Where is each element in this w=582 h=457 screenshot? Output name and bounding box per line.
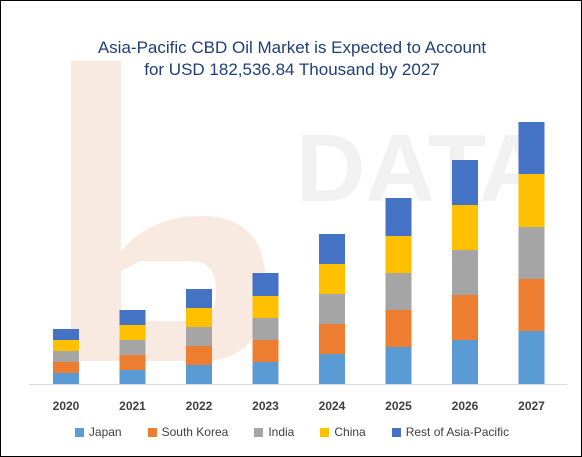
bar-segment-2027-rest-of-asia-pacific [518, 122, 545, 174]
x-tick-label-2024: 2024 [319, 399, 346, 413]
bar-segment-2024-china [319, 264, 345, 294]
bar-segment-2025-rest-of-asia-pacific [385, 198, 412, 236]
chart-title: Asia-Pacific CBD Oil Market is Expected … [1, 37, 581, 81]
legend-label-south-korea: South Korea [161, 425, 229, 439]
x-tick-label-2025: 2025 [385, 399, 412, 413]
legend-label-india: India [268, 425, 295, 439]
bar-segment-2023-china [252, 296, 279, 318]
bar-segment-2020-rest-of-asia-pacific [53, 329, 79, 340]
legend-item-south-korea: South Korea [147, 425, 229, 439]
bar-segment-2023-rest-of-asia-pacific [252, 273, 279, 296]
x-tick-labels: 2020 2021 2022 2023 2024 2025 2026 2027 [53, 399, 546, 413]
legend-swatch-china [320, 427, 330, 437]
bar-segment-2025-south-korea [385, 310, 412, 347]
x-tick-label-2023: 2023 [252, 399, 279, 413]
bar-segment-2022-china [186, 308, 212, 327]
bar-segment-2026-india [452, 250, 478, 295]
bar-segment-2022-rest-of-asia-pacific [186, 289, 212, 308]
bar-segment-2023-south-korea [252, 340, 279, 362]
legend-swatch-india [254, 427, 264, 437]
legend-label-rest-of-asia-pacific: Rest of Asia-Pacific [405, 425, 510, 439]
bar-segment-2020-china [53, 340, 79, 351]
bar-segment-2021-japan [119, 370, 146, 384]
bar-segment-2021-china [119, 325, 146, 340]
x-tick-label-2022: 2022 [186, 399, 213, 413]
bar-segment-2024-india [319, 294, 345, 324]
legend-swatch-south-korea [147, 427, 157, 437]
watermark-logo: DATA [71, 61, 548, 361]
bar-segment-2027-india [518, 227, 545, 279]
bar-segment-2026-south-korea [452, 295, 478, 340]
x-tick-label-2026: 2026 [452, 399, 479, 413]
bar-segment-2021-rest-of-asia-pacific [119, 310, 146, 325]
bar-segment-2024-rest-of-asia-pacific [319, 234, 345, 264]
bar-segment-2027-south-korea [518, 279, 545, 331]
chart-title-line-2: for USD 182,536.84 Thousand by 2027 [144, 60, 440, 79]
bar-segment-2024-south-korea [319, 324, 345, 354]
bar-segment-2020-india [53, 351, 79, 362]
bar-segment-2022-south-korea [186, 346, 212, 365]
legend-item-china: China [320, 425, 366, 439]
x-tick-label-2027: 2027 [518, 399, 545, 413]
chart-legend: Japan South Korea India China Rest of As… [1, 425, 581, 439]
legend-label-japan: Japan [88, 425, 122, 439]
bar-segment-2023-japan [252, 362, 279, 384]
bar-segment-2027-china [518, 174, 545, 227]
bar-segment-2020-japan [53, 373, 79, 384]
legend-item-india: India [254, 425, 294, 439]
bar-segment-2025-china [385, 236, 412, 273]
legend-swatch-rest-of-asia-pacific [391, 427, 401, 437]
svg-text:DATA: DATA [296, 115, 548, 222]
x-tick-label-2020: 2020 [53, 399, 80, 413]
bar-segment-2023-india [252, 318, 279, 340]
bar-stacks [53, 122, 545, 384]
bar-segment-2022-japan [186, 365, 212, 384]
x-tick-label-2021: 2021 [119, 399, 146, 413]
bar-segment-2022-india [186, 327, 212, 346]
bar-segment-2026-japan [452, 340, 478, 384]
bar-segment-2024-japan [319, 354, 345, 384]
bar-segment-2021-india [119, 340, 146, 355]
bar-segment-2026-china [452, 205, 478, 250]
bar-segment-2021-south-korea [119, 355, 146, 370]
bar-segment-2027-japan [518, 331, 545, 384]
legend-label-china: China [334, 425, 366, 439]
bar-segment-2020-south-korea [53, 362, 79, 373]
legend-item-rest-of-asia-pacific: Rest of Asia-Pacific [391, 425, 510, 439]
chart-title-line-1: Asia-Pacific CBD Oil Market is Expected … [97, 38, 487, 57]
legend-swatch-japan [74, 427, 84, 437]
bar-segment-2025-india [385, 273, 412, 310]
bar-segment-2026-rest-of-asia-pacific [452, 160, 478, 205]
legend-item-japan: Japan [74, 425, 122, 439]
bar-segment-2025-japan [385, 347, 412, 384]
